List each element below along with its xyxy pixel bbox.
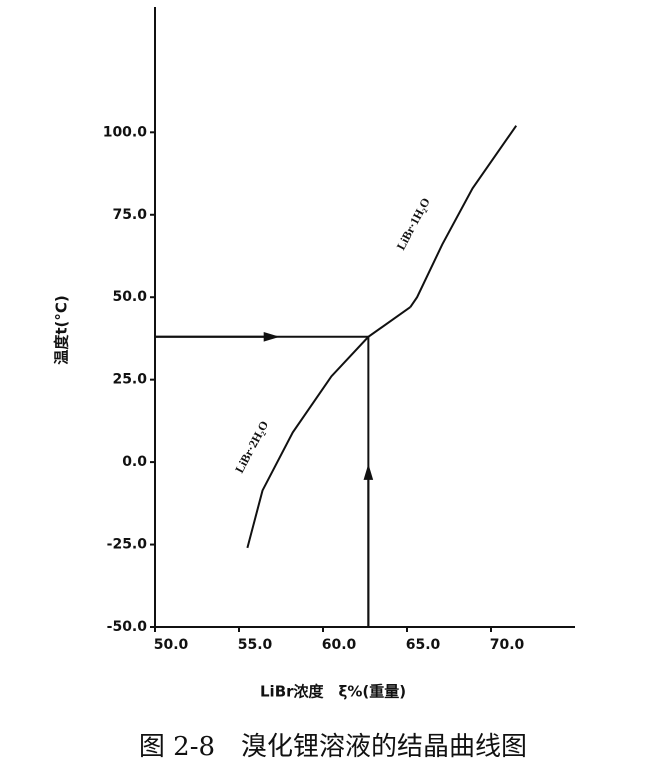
series-label: LiBr·2H₂O [232,418,271,475]
x-tick-label: 60.0 [322,637,357,653]
x-tick-label: 65.0 [406,637,441,653]
series-label: LiBr·1H₂O [394,195,433,252]
y-tick-label: 50.0 [112,289,147,305]
y-tick-label: 25.0 [112,372,147,388]
y-tick-label: -50.0 [107,619,148,635]
y-tick-label: -25.0 [107,537,148,553]
x-tick-label: 50.0 [154,637,189,653]
y-tick-label: 0.0 [122,454,147,470]
y-tick-label: 100.0 [103,124,148,140]
y-axis-label: 温度t(°C) [53,295,71,364]
x-tick-label: 70.0 [490,637,525,653]
x-axis-label: LiBr浓度 ξ%(重量) [260,683,406,701]
caption: 图 2-8 溴化锂溶液的结晶曲线图 [139,732,527,762]
x-tick-label: 55.0 [238,637,273,653]
series-line [409,125,518,308]
series-line [246,306,411,549]
y-tick-label: 75.0 [112,207,147,223]
